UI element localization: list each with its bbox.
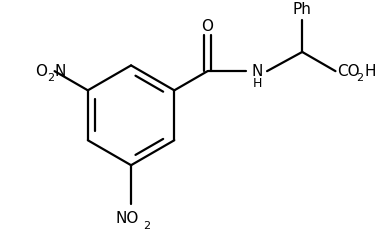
Text: CO: CO [337, 64, 360, 79]
Text: H: H [364, 64, 376, 79]
Text: N: N [55, 64, 66, 79]
Text: 2: 2 [143, 221, 150, 231]
Text: N: N [252, 64, 263, 79]
Text: 2: 2 [47, 73, 54, 83]
Text: O: O [35, 64, 47, 79]
Text: H: H [253, 77, 262, 90]
Text: Ph: Ph [293, 2, 312, 17]
Text: O: O [201, 18, 214, 33]
Text: NO: NO [116, 211, 139, 226]
Text: 2: 2 [357, 73, 364, 83]
